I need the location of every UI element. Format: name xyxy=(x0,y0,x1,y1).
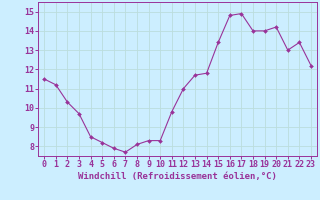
X-axis label: Windchill (Refroidissement éolien,°C): Windchill (Refroidissement éolien,°C) xyxy=(78,172,277,181)
